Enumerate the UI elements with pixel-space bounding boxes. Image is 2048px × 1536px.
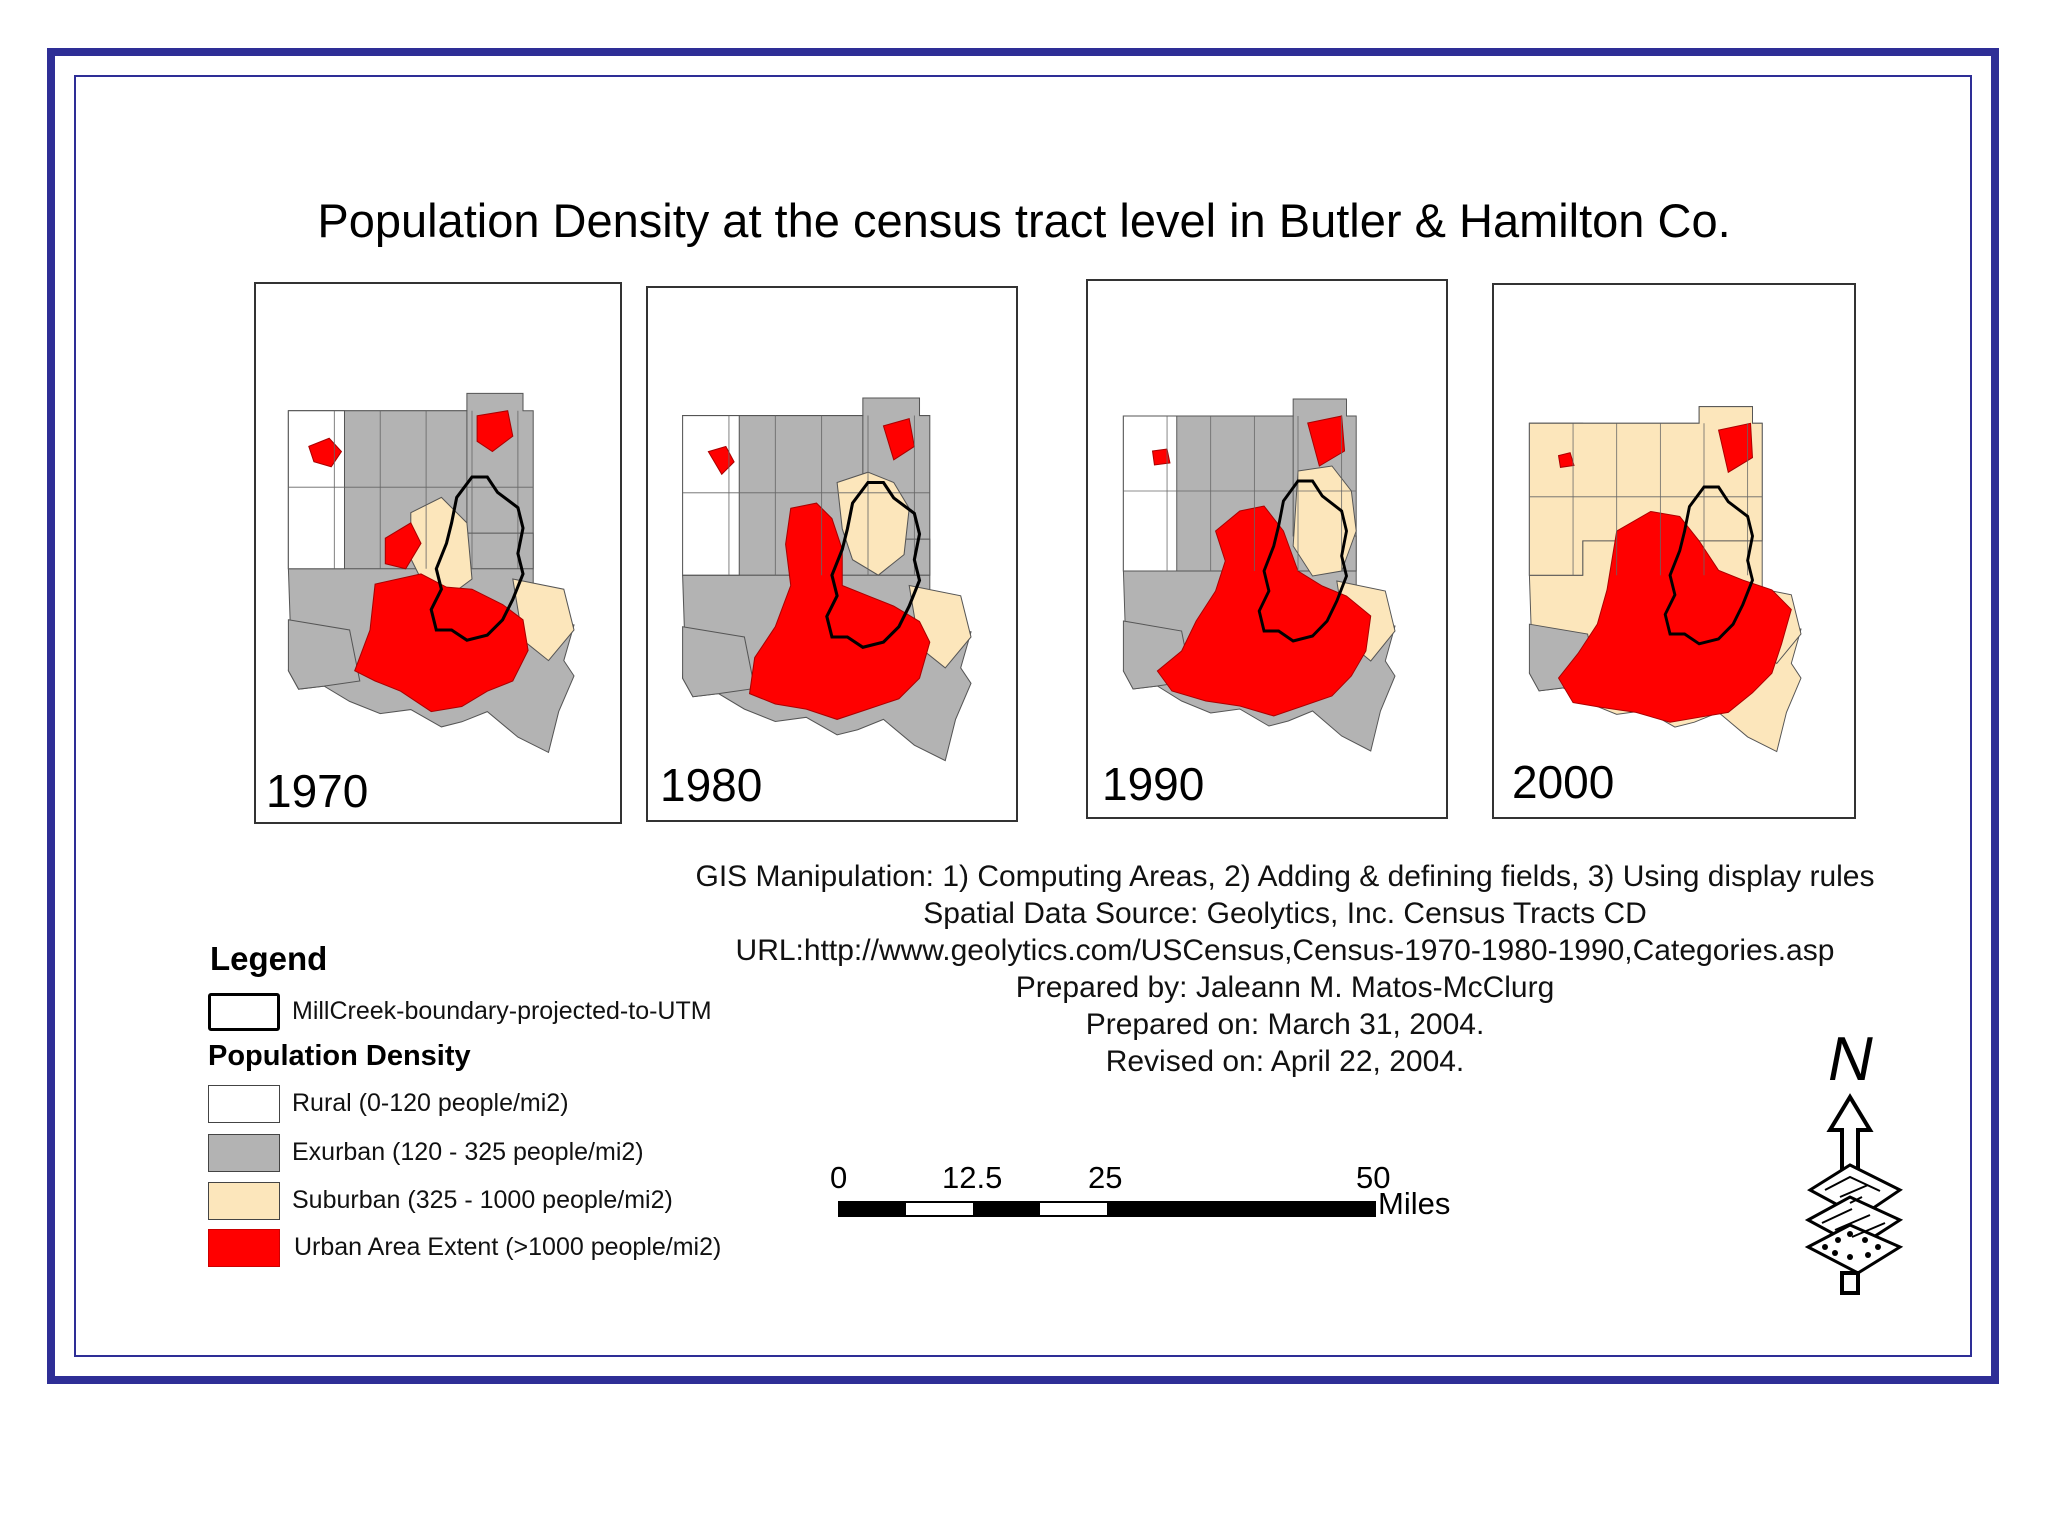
north-label: N [1828, 1025, 1873, 1094]
legend-swatch-rural [208, 1085, 280, 1123]
panel-1980: 1980 [646, 286, 1018, 822]
millcreek-boundary [1663, 485, 1755, 646]
millcreek-boundary [429, 475, 525, 642]
urban-patch [476, 410, 514, 453]
urban-patch [384, 522, 422, 570]
credit-line-source: Spatial Data Source: Geolytics, Inc. Cen… [923, 897, 1647, 930]
scale-tick-25: 25 [1088, 1160, 1123, 1195]
urban-area [748, 502, 931, 720]
county-map-group [1122, 398, 1396, 752]
scale-tick-50: 50 [1356, 1160, 1391, 1195]
county-map-group [287, 392, 575, 754]
credit-line-url: URL:http://www.geolytics.com/USCensus,Ce… [735, 934, 1835, 967]
legend-boundary-label: MillCreek-boundary-projected-to-UTM [292, 997, 712, 1025]
urban-patch [1557, 452, 1575, 468]
map-1980 [682, 397, 972, 762]
scale-bar-graphic [838, 1201, 1376, 1217]
urban-patch [308, 437, 343, 468]
urban-patch [707, 445, 735, 476]
legend-swatch-urban [208, 1229, 280, 1267]
credit-line-prepared-on: Prepared on: March 31, 2004. [1085, 1008, 1485, 1041]
map-1990 [1122, 398, 1396, 752]
scale-tick-0: 0 [830, 1160, 848, 1195]
rural-tracts [682, 415, 740, 576]
year-label-1970: 1970 [266, 765, 369, 817]
year-label-2000: 2000 [1512, 756, 1615, 808]
county-map-group [682, 397, 972, 762]
scale-unit: Miles [1378, 1186, 1451, 1221]
millcreek-boundary [825, 480, 922, 649]
suburban-tracts [1292, 465, 1357, 577]
urban-area [1156, 505, 1372, 717]
legend-label-urban: Urban Area Extent (>1000 people/mi2) [294, 1233, 722, 1261]
exurban-west [682, 626, 756, 698]
panel-2000: 2000 [1492, 283, 1856, 819]
year-label-1990: 1990 [1102, 758, 1205, 810]
legend-label-rural: Rural (0-120 people/mi2) [292, 1089, 569, 1117]
urban-patch [1307, 415, 1346, 467]
map-credits: GIS Manipulation: 1) Computing Areas, 2)… [560, 858, 2010, 1080]
legend-swatch-exurban [208, 1134, 280, 1172]
exurban-west [287, 619, 361, 690]
legend-title: Legend [210, 940, 328, 977]
map-frame-inner [74, 75, 1972, 1357]
rural-tracts [1122, 415, 1178, 572]
north-arrow-icon: N [1804, 1025, 1904, 1295]
credit-line-gis: GIS Manipulation: 1) Computing Areas, 2)… [695, 860, 1875, 893]
north-arrow: N [1790, 1025, 1920, 1300]
credit-line-prepared-by: Prepared by: Jaleann M. Matos-McClurg [1015, 971, 1555, 1004]
legend-boundary-swatch [208, 993, 280, 1031]
map-2000 [1528, 406, 1802, 753]
panel-1990: 1990 [1086, 279, 1448, 819]
map-1970 [287, 392, 575, 754]
credit-line-revised-on: Revised on: April 22, 2004. [1105, 1045, 1465, 1078]
scale-tick-12-5: 12.5 [942, 1160, 1003, 1195]
legend-subtitle: Population Density [208, 1040, 471, 1072]
legend-swatch-suburban [208, 1182, 280, 1220]
panel-1970: 1970 [254, 282, 622, 824]
urban-area [354, 573, 529, 713]
legend-label-exurban: Exurban (120 - 325 people/mi2) [292, 1138, 644, 1166]
map-title: Population Density at the census tract l… [317, 194, 1731, 247]
urban-patch [1151, 448, 1171, 466]
urban-patch [1717, 422, 1754, 474]
legend-label-suburban: Suburban (325 - 1000 people/mi2) [292, 1186, 673, 1214]
rural-tracts [287, 410, 346, 570]
county-map-group [1528, 406, 1802, 753]
year-label-1980: 1980 [660, 759, 763, 811]
millcreek-boundary [1257, 479, 1349, 643]
